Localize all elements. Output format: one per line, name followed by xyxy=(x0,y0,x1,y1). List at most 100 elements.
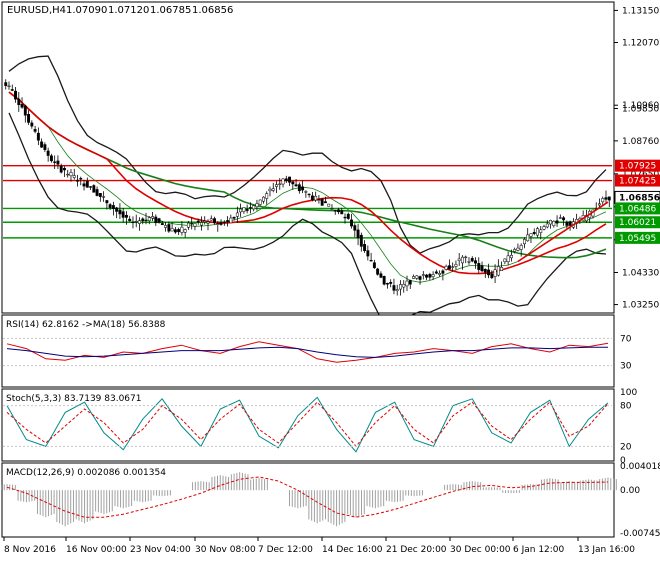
candle-body xyxy=(128,218,132,222)
candle-body xyxy=(555,220,559,224)
price-axis: 1.131501.120701.109601.098501.087601.076… xyxy=(614,6,659,311)
candle-body xyxy=(89,186,93,188)
candle-body xyxy=(477,263,481,270)
candle-body xyxy=(425,274,429,278)
candle-body xyxy=(255,203,259,207)
candle-body xyxy=(353,225,357,231)
candle-body xyxy=(85,180,89,188)
candle-body xyxy=(49,155,53,162)
candle-body xyxy=(461,256,464,264)
candle-body xyxy=(307,193,311,196)
candle-body xyxy=(389,281,393,284)
candle-body xyxy=(177,229,181,233)
candle-body xyxy=(258,199,262,205)
indicator-series-line xyxy=(6,346,608,358)
candle-body xyxy=(372,262,376,269)
rsi-lines: 70 30 xyxy=(3,334,632,372)
stoch-tick-label: 80 xyxy=(620,402,632,412)
candle-body xyxy=(108,204,112,208)
candle-body xyxy=(470,258,474,262)
ohlc-close: 1.06856 xyxy=(192,5,233,16)
candle-body xyxy=(46,150,50,156)
time-tick-label: 23 Nov 04:00 xyxy=(130,545,191,555)
price-tick-label: 1.03250 xyxy=(622,301,659,311)
candle-body xyxy=(519,245,523,250)
candle-body xyxy=(526,234,530,242)
indicator-series-line xyxy=(6,341,609,363)
candle-body xyxy=(474,260,477,264)
candle-body xyxy=(438,273,442,275)
time-tick-label: 16 Nov 00:00 xyxy=(66,545,127,555)
candle-body xyxy=(369,259,373,262)
candle-body xyxy=(105,200,109,204)
candle-body xyxy=(434,271,438,274)
candle-body xyxy=(516,247,520,251)
candle-body xyxy=(562,217,566,221)
candle-body xyxy=(503,258,507,263)
candle-body xyxy=(183,229,187,233)
level-label-box xyxy=(615,202,660,215)
candle-body xyxy=(359,234,363,247)
candle-body xyxy=(509,255,513,259)
candle-body xyxy=(487,269,491,276)
rsi-label: RSI(14) 62.8162 ->MA(18) 56.8388 xyxy=(6,320,166,330)
candle-body xyxy=(33,129,37,132)
price-panel[interactable] xyxy=(1,1,615,314)
rsi-panel[interactable] xyxy=(1,314,615,388)
candle-body xyxy=(160,223,164,226)
candle-body xyxy=(23,105,27,116)
candle-body xyxy=(451,266,455,268)
candle-body xyxy=(134,220,138,223)
candle-body xyxy=(412,276,415,279)
candle-body xyxy=(17,98,21,105)
candle-body xyxy=(350,219,353,227)
price-tick-label: 1.12070 xyxy=(622,39,659,49)
candle-body xyxy=(506,255,510,262)
time-tick-label: 13 Jan 16:00 xyxy=(578,545,635,555)
candle-body xyxy=(483,268,487,273)
candle-body xyxy=(98,193,102,197)
horizontal-levels[interactable] xyxy=(3,164,612,239)
candle-body xyxy=(317,199,321,201)
candle-body xyxy=(245,209,249,211)
candle-body xyxy=(72,175,76,178)
candle-body xyxy=(281,178,285,185)
bollinger-lower xyxy=(8,112,607,329)
candle-body xyxy=(457,258,461,261)
candle-body xyxy=(36,132,40,141)
stoch-panel[interactable] xyxy=(1,388,615,462)
price-tick-label: 1.08760 xyxy=(622,137,659,147)
candle-body xyxy=(278,183,282,185)
time-tick-label: 6 Jan 12:00 xyxy=(513,545,565,555)
candle-body xyxy=(549,220,552,225)
candle-body xyxy=(288,176,292,183)
candle-body xyxy=(219,222,223,225)
candle-body xyxy=(186,222,190,228)
candle-body xyxy=(395,289,399,292)
candle-body xyxy=(200,222,203,226)
level-label-box xyxy=(615,159,660,172)
candle-body xyxy=(421,274,425,276)
candle-body xyxy=(154,216,158,224)
chart-symbol: EURUSD,H4 xyxy=(7,5,66,16)
candle-body xyxy=(536,228,539,236)
candle-body xyxy=(399,284,402,290)
candle-body xyxy=(493,269,497,277)
trend-lines[interactable] xyxy=(517,201,609,263)
candle-body xyxy=(76,179,79,182)
candle-body xyxy=(222,221,226,224)
candle-body xyxy=(601,198,605,203)
candle-body xyxy=(252,205,256,210)
candle-body xyxy=(4,82,8,86)
level-label-text: 1.07425 xyxy=(619,177,656,187)
candle-body xyxy=(209,218,213,221)
candle-body xyxy=(529,233,533,237)
candle-body xyxy=(56,160,60,165)
candle-body xyxy=(366,250,370,257)
candle-body xyxy=(284,178,288,182)
level-label-text: 1.05495 xyxy=(619,234,656,244)
candle-body xyxy=(405,280,409,287)
level-label-text: 1.06856 xyxy=(619,193,660,203)
